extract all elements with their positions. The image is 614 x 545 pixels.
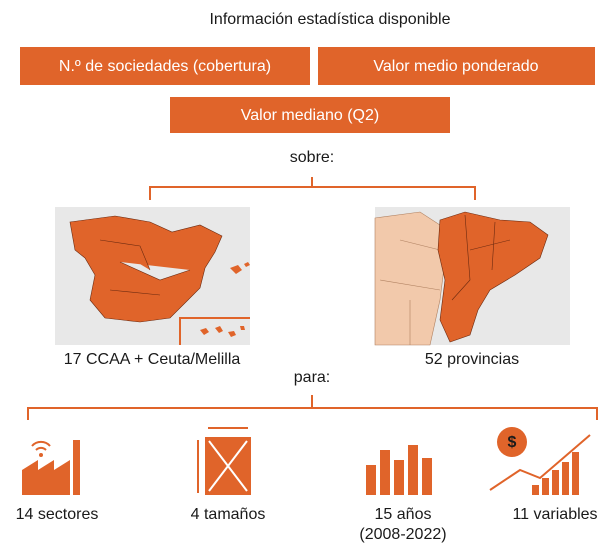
map-label: 17 CCAA + Ceuta/Melilla (64, 351, 241, 368)
dimension-detail: (2008-2022) (359, 526, 446, 543)
section-label: sobre: (290, 149, 334, 166)
metric-box (170, 97, 450, 133)
dimension-label: 15 años (375, 506, 432, 523)
icon-sectors (22, 440, 80, 495)
title: Información estadística disponible (209, 11, 450, 28)
bracket (149, 177, 476, 200)
svg-text:$: $ (508, 434, 517, 451)
dimension-label: 11 variables (512, 506, 597, 523)
bracket (27, 395, 598, 420)
metric-box (20, 47, 310, 85)
dimension-label: 14 sectores (16, 506, 99, 523)
icon-variables: $ (489, 427, 591, 495)
section-label: para: (294, 369, 330, 386)
icon-sizes (197, 427, 251, 495)
metric-label: N.º de sociedades (cobertura) (59, 58, 271, 75)
map-provinces (374, 207, 570, 346)
map-label: 52 provincias (425, 351, 519, 368)
metric-label: Valor medio ponderado (373, 58, 538, 75)
map-ccaa (55, 207, 250, 345)
metric-label: Valor mediano (Q2) (241, 107, 379, 124)
metric-box (318, 47, 595, 85)
dimension-label: 4 tamaños (191, 506, 266, 523)
icon-years (366, 445, 432, 495)
